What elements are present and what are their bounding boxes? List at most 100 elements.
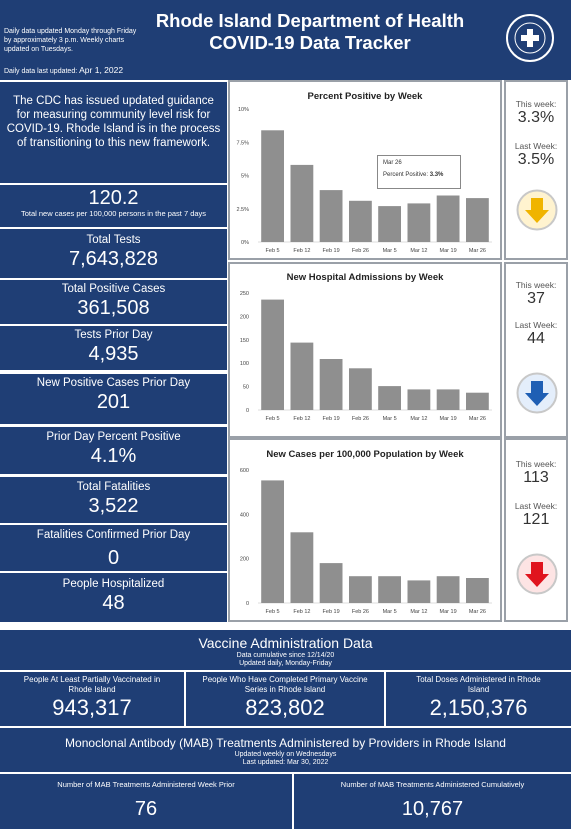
x-tick-label: Feb 26 — [352, 248, 369, 254]
last-updated-date: Apr 1, 2022 — [79, 65, 124, 75]
bar-feb-26[interactable] — [349, 368, 372, 410]
bar-mar-19[interactable] — [436, 389, 460, 410]
last-week-label: Last Week: — [514, 320, 558, 330]
new-positive-value: 201 — [96, 391, 131, 413]
x-tick-label: Mar 19 — [440, 248, 457, 254]
percent-positive-label: Prior Day Percent Positive — [46, 431, 181, 443]
total-positive-label: Total Positive Cases — [61, 283, 166, 295]
bar-mar-5[interactable] — [378, 386, 401, 410]
y-tick-label: 400 — [240, 512, 249, 518]
percent-positive-chart-panel: Percent Positive by Week 0% 2.5% 5% 7.5% 10%… — [228, 80, 502, 260]
tooltip-date: Mar 26 — [383, 160, 402, 166]
bar-feb-5[interactable] — [261, 480, 284, 603]
y-tick-label: 250 — [240, 291, 249, 297]
mab-cumulative-label: Number of MAB Treatments Administered Cu… — [340, 780, 525, 789]
last-week-value: 121 — [522, 511, 550, 528]
hospitalized-stat: People Hospitalized 48 — [0, 573, 227, 622]
bar-mar-19[interactable] — [436, 195, 460, 243]
vaccine-header: Vaccine Administration Data Data cumulat… — [0, 630, 571, 670]
this-week-label: This week: — [515, 99, 557, 109]
down-arrow-icon — [516, 189, 558, 231]
new-positive-stat: New Positive Cases Prior Day 201 — [0, 374, 227, 424]
y-tick-label: 7.5% — [236, 140, 249, 146]
percent-positive-value: 4.1% — [90, 445, 137, 467]
total-tests-value: 7,643,828 — [69, 248, 158, 270]
bar-feb-19[interactable] — [319, 190, 343, 242]
arrow-shape — [525, 381, 549, 406]
down-arrow-icon — [516, 553, 558, 595]
total-tests-label: Total Tests — [86, 234, 141, 246]
arrow-shape — [525, 562, 549, 587]
title-line-1: Rhode Island Department of Health — [155, 10, 465, 31]
vaccine-title: Vaccine Administration Data — [198, 635, 373, 651]
hospitalized-value: 48 — [102, 592, 125, 614]
partially-vaccinated-label: People At Least Partially Vaccinated in … — [23, 675, 161, 694]
bar-mar-12[interactable] — [407, 389, 431, 410]
y-tick-label: 200 — [240, 557, 249, 563]
total-doses-label: Total Doses Administered in Rhode Island — [416, 675, 541, 694]
x-tick-label: Feb 5 — [266, 416, 280, 422]
bar-feb-5[interactable] — [261, 130, 284, 242]
hospitalized-label: People Hospitalized — [62, 578, 165, 590]
x-tick-label: Mar 12 — [410, 248, 427, 254]
bar-mar-19[interactable] — [436, 576, 460, 603]
tests-prior-day-stat: Tests Prior Day 4,935 — [0, 326, 227, 370]
x-tick-label: Feb 5 — [266, 248, 280, 254]
bar-feb-12[interactable] — [290, 164, 314, 242]
mab-header: Monoclonal Antibody (MAB) Treatments Adm… — [0, 728, 571, 772]
bar-feb-19[interactable] — [319, 563, 343, 603]
y-tick-label: 5% — [241, 174, 249, 180]
x-tick-label: Feb 26 — [352, 416, 369, 422]
bar-feb-19[interactable] — [319, 359, 343, 410]
bar-mar-12[interactable] — [407, 580, 431, 603]
tooltip-label: Percent Positive: — [383, 172, 429, 178]
mab-title: Monoclonal Antibody (MAB) Treatments Adm… — [65, 736, 506, 750]
x-tick-label: Mar 5 — [383, 416, 397, 422]
x-tick-label: Feb 19 — [323, 416, 340, 422]
mab-week-prior-stat: Number of MAB Treatments Administered We… — [0, 774, 292, 829]
bar-feb-26[interactable] — [349, 200, 372, 242]
chart-tooltip: Mar 26 Percent Positive: 3.3% — [377, 155, 461, 189]
page-title: Rhode Island Department of Health COVID-… — [135, 10, 485, 54]
bar-feb-12[interactable] — [290, 532, 314, 603]
bar-mar-26[interactable] — [466, 392, 489, 410]
this-week-label: This week: — [515, 459, 557, 469]
y-tick-label: 50 — [243, 385, 249, 391]
mab-subtitle-1: Updated weekly on Wednesdays — [234, 751, 337, 758]
percent-positive-chart-title: Percent Positive by Week — [307, 91, 423, 102]
bar-feb-12[interactable] — [290, 342, 314, 410]
bar-feb-5[interactable] — [261, 299, 284, 410]
y-tick-label: 200 — [240, 314, 249, 320]
bar-mar-12[interactable] — [407, 203, 431, 242]
update-note: Daily data updated Monday through Friday… — [4, 28, 137, 53]
x-tick-label: Mar 12 — [410, 416, 427, 422]
x-tick-label: Feb 19 — [323, 609, 340, 615]
total-fatalities-stat: Total Fatalities 3,522 — [0, 477, 227, 523]
cases-per-100k-chart-panel: New Cases per 100,000 Population by Week… — [228, 438, 502, 622]
bar-mar-26[interactable] — [466, 198, 489, 242]
new-positive-label: New Positive Cases Prior Day — [36, 377, 191, 389]
last-week-label: Last Week: — [514, 501, 558, 511]
x-tick-label: Mar 26 — [469, 248, 486, 254]
percent-positive-stat: Prior Day Percent Positive 4.1% — [0, 427, 227, 474]
title-line-2: COVID-19 Data Tracker — [209, 32, 411, 53]
total-fatalities-label: Total Fatalities — [76, 481, 151, 493]
mab-week-prior-label: Number of MAB Treatments Administered We… — [57, 780, 235, 789]
this-week-label: This week: — [515, 280, 557, 290]
arrow-shape — [525, 198, 549, 223]
total-positive-stat: Total Positive Cases 361,508 — [0, 280, 227, 324]
bar-feb-26[interactable] — [349, 576, 372, 603]
tests-prior-day-value: 4,935 — [88, 343, 139, 365]
cdc-notice: The CDC has issued updated guidance for … — [0, 82, 227, 183]
mab-subtitle-2: Last updated: Mar 30, 2022 — [242, 759, 329, 766]
x-tick-label: Feb 12 — [293, 416, 310, 422]
bar-mar-26[interactable] — [466, 578, 489, 603]
x-tick-label: Mar 5 — [383, 609, 397, 615]
bar-mar-5[interactable] — [378, 206, 401, 242]
total-doses-stat: Total Doses Administered in Rhode Island… — [386, 672, 571, 726]
completed-series-label: People Who Have Completed Primary Vaccin… — [202, 675, 368, 694]
y-tick-label: 2.5% — [236, 207, 249, 213]
health-department-seal — [506, 14, 554, 62]
bar-mar-5[interactable] — [378, 576, 401, 603]
this-week-value: 3.3% — [517, 109, 555, 126]
